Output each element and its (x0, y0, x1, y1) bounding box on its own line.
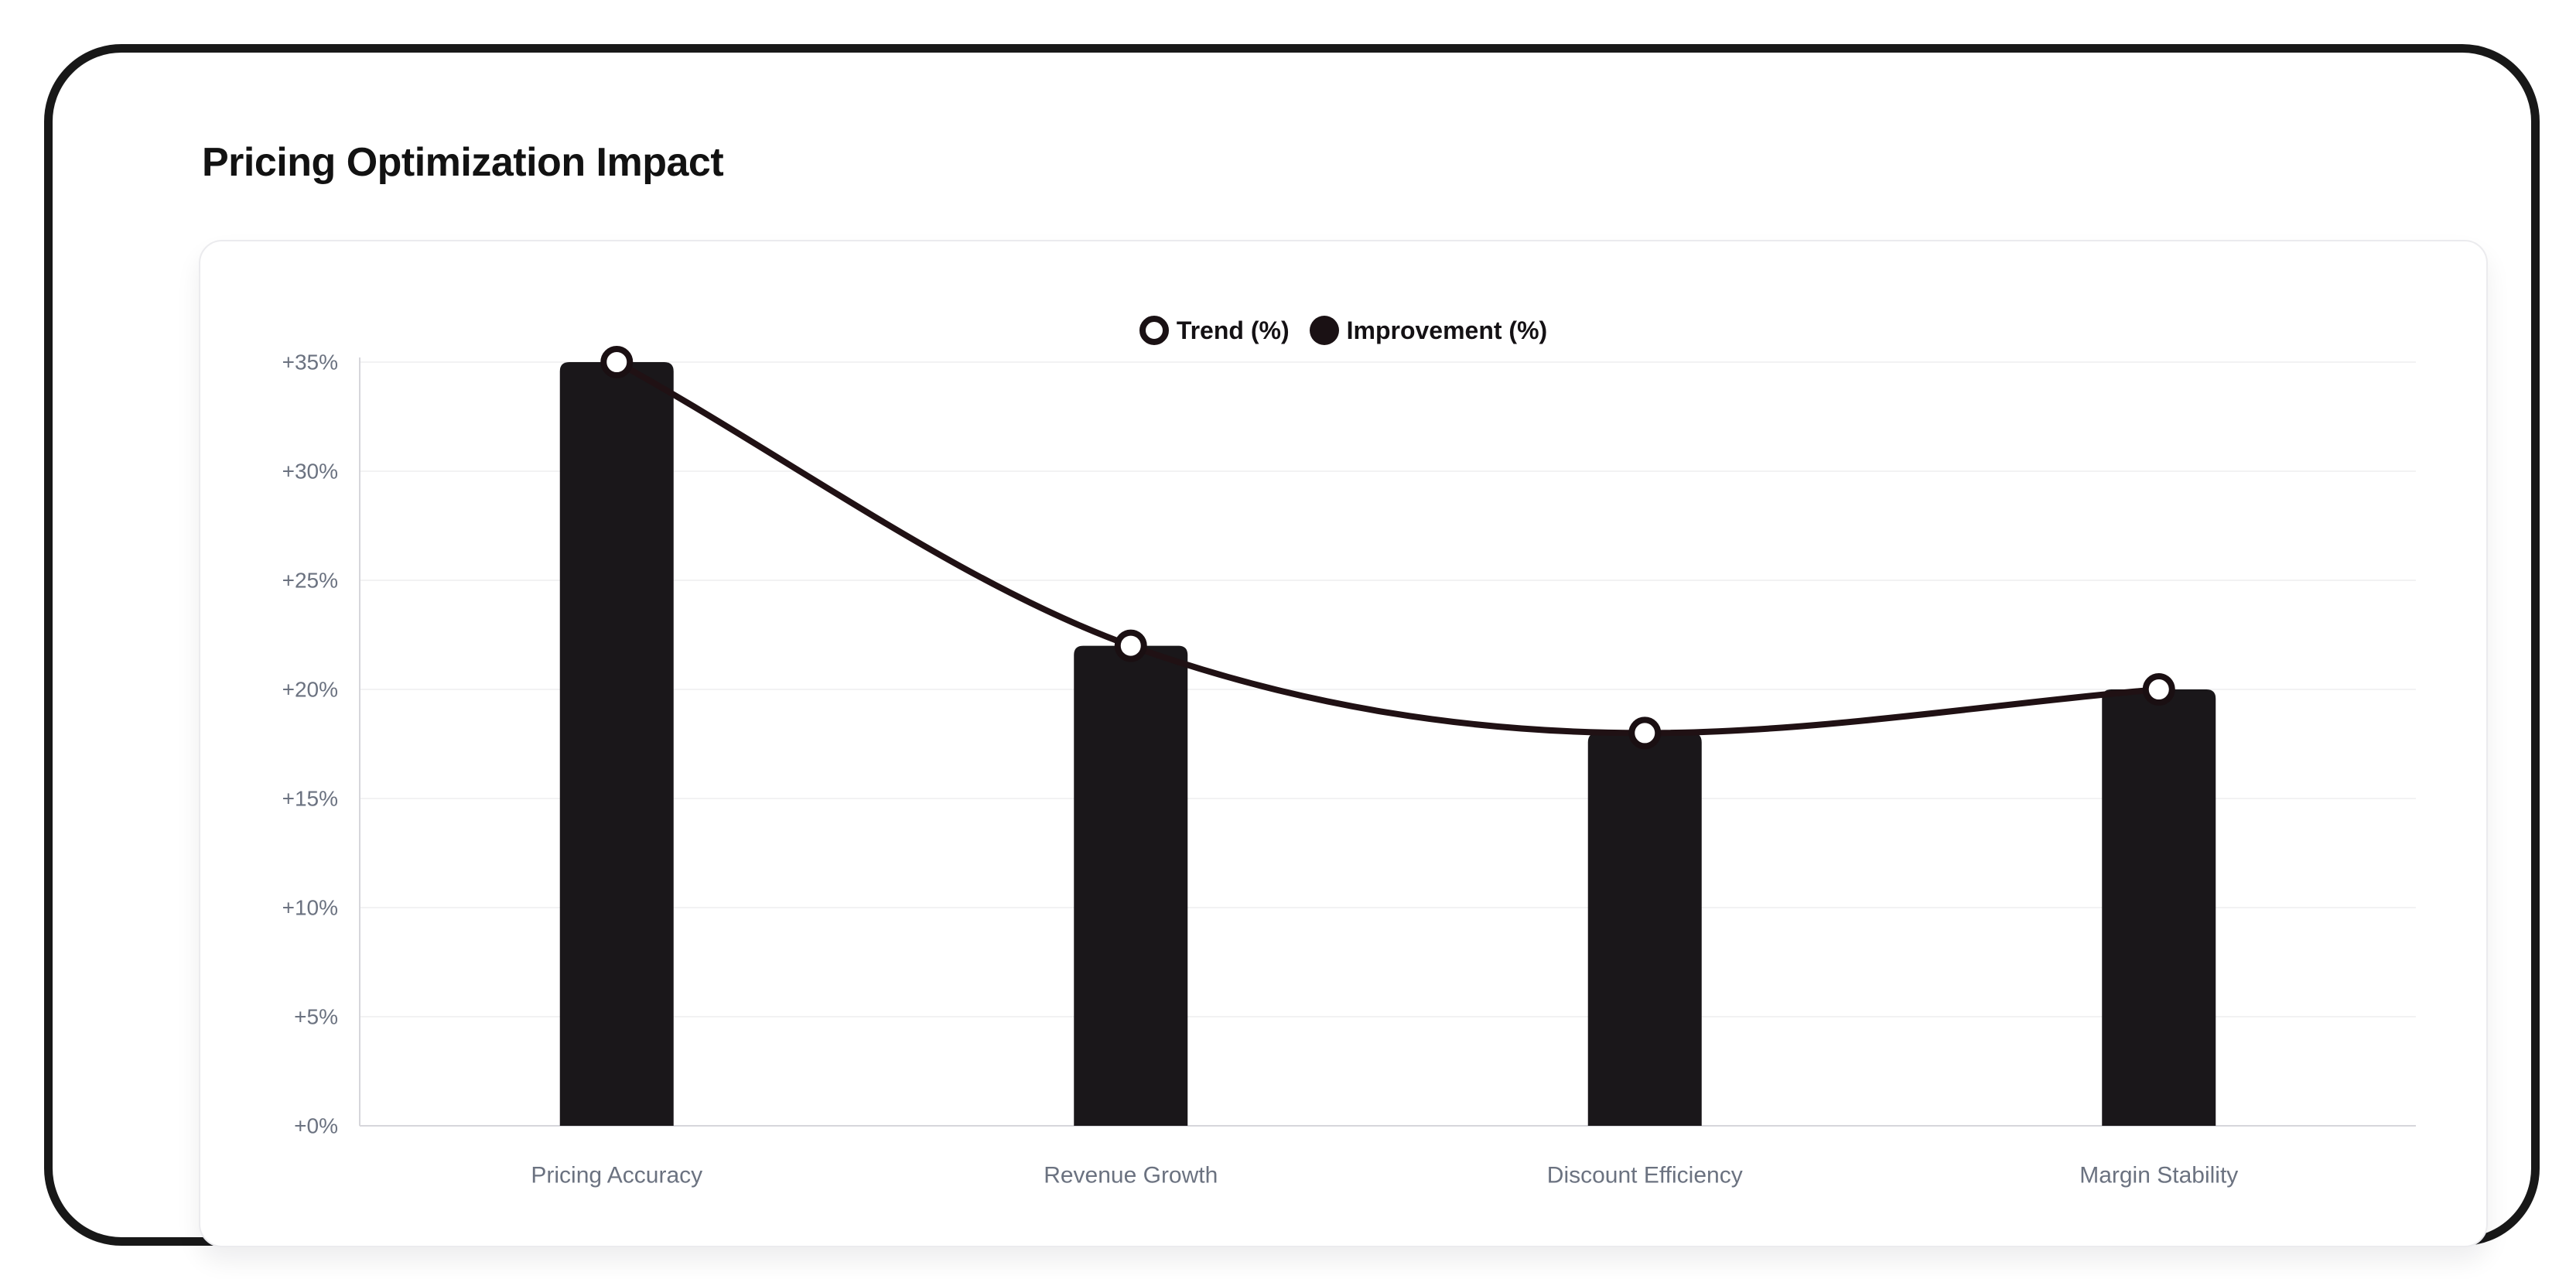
chart-legend: Trend (%) Improvement (%) (200, 316, 2486, 345)
y-tick-label: +10% (282, 896, 338, 920)
bar[interactable] (1074, 645, 1188, 1126)
x-tick-label: Margin Stability (2079, 1163, 2238, 1188)
bar-series (559, 362, 2216, 1126)
device-frame: Pricing Optimization Impact Trend (%) Im… (44, 44, 2540, 1247)
x-tick-label: Revenue Growth (1044, 1163, 1218, 1188)
legend-item-improvement[interactable]: Improvement (%) (1309, 316, 1548, 345)
y-tick-label: +20% (282, 678, 338, 702)
bar[interactable] (2102, 689, 2216, 1126)
legend-label-improvement: Improvement (%) (1346, 316, 1548, 344)
trend-point-marker[interactable] (600, 346, 634, 378)
trend-markers (600, 346, 2175, 750)
gridlines (360, 361, 2416, 1017)
trend-line (613, 359, 2162, 737)
chart-card: Trend (%) Improvement (%) +0% +5% +10% +15%… (199, 240, 2488, 1247)
x-tick-label: Discount Efficiency (1547, 1163, 1743, 1188)
legend-label-trend: Trend (%) (1176, 316, 1290, 344)
y-tick-label: +5% (294, 1005, 338, 1029)
y-tick-label: +15% (282, 787, 338, 811)
x-axis-labels: Pricing Accuracy Revenue Growth Discount E… (531, 1163, 2238, 1188)
legend-item-trend[interactable]: Trend (%) (1139, 316, 1290, 345)
bar[interactable] (1587, 733, 1702, 1126)
improvement-dot-icon (1309, 316, 1339, 345)
bar[interactable] (559, 362, 674, 1126)
y-tick-label: +0% (294, 1114, 338, 1138)
y-tick-label: +35% (282, 351, 338, 374)
x-tick-label: Pricing Accuracy (531, 1163, 702, 1188)
y-axis-ticks: +0% +5% +10% +15% +20% +25% +30% +35% (282, 351, 338, 1138)
axes (359, 357, 2416, 1127)
page-title: Pricing Optimization Impact (202, 140, 724, 185)
trend-point-marker[interactable] (1628, 716, 1662, 750)
trend-ring-icon (1139, 316, 1169, 345)
y-tick-label: +25% (282, 569, 338, 593)
trend-point-marker[interactable] (2142, 673, 2175, 706)
bar-line-chart: +0% +5% +10% +15% +20% +25% +30% +35% Pricing Ac… (282, 346, 2416, 1188)
y-tick-label: +30% (282, 460, 338, 484)
trend-point-marker[interactable] (1114, 629, 1147, 662)
